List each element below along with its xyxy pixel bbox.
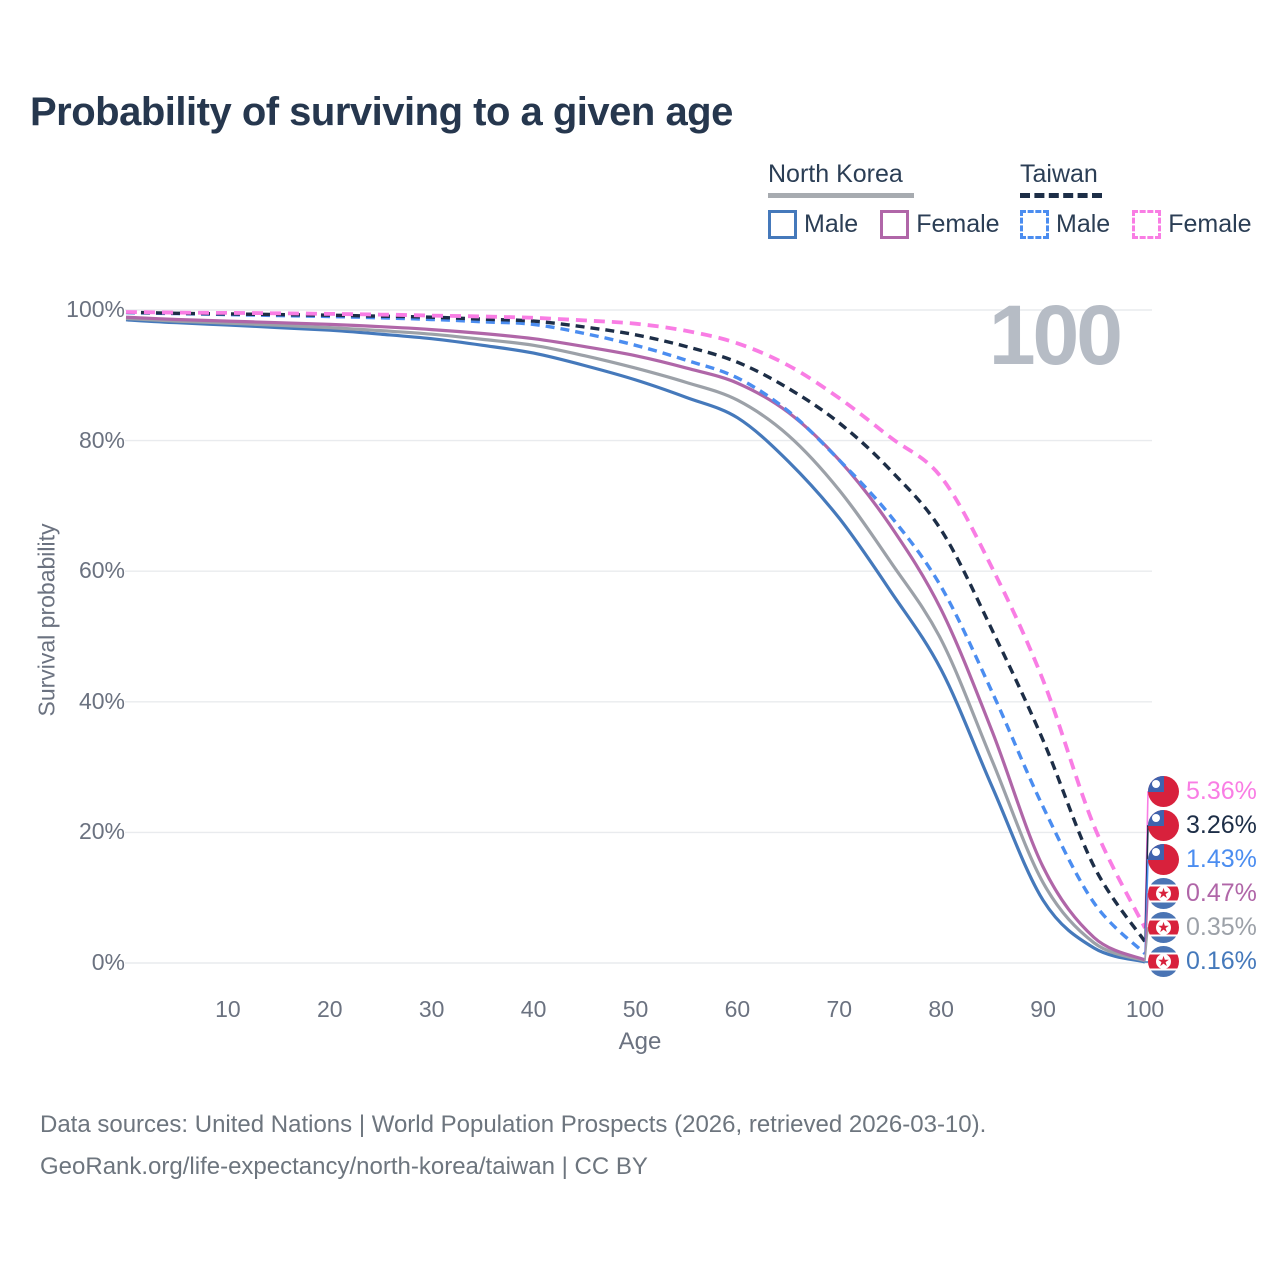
end-label-value: 0.16% <box>1186 947 1257 976</box>
legend-item-taiwan-female: Female <box>1132 210 1252 239</box>
end-label-north-korea-female: 0.47% <box>1148 878 1257 910</box>
x-tick-label: 50 <box>622 996 649 1022</box>
x-axis-title: Age <box>618 1028 662 1055</box>
y-tick-label: 20% <box>78 818 125 845</box>
source-line-1: Data sources: United Nations | World Pop… <box>40 1111 987 1138</box>
legend-item-north-korea-male: Male <box>768 210 858 239</box>
x-tick-label: 100 <box>1125 996 1165 1022</box>
x-tick-label: 10 <box>215 996 241 1022</box>
end-label-value: 5.36% <box>1186 777 1257 806</box>
north-korea-flag-icon <box>1148 946 1179 978</box>
source-note: Data sources: United Nations | World Pop… <box>40 1104 986 1188</box>
y-tick-label: 60% <box>78 557 125 584</box>
legend-group-taiwan: Taiwan Male Female <box>1020 160 1252 239</box>
north-korea-female-swatch <box>880 210 910 239</box>
x-tick-label: 80 <box>928 996 954 1022</box>
taiwan-female-swatch <box>1132 210 1162 239</box>
legend-item-taiwan-male: Male <box>1020 210 1110 239</box>
north-korea-flag-icon <box>1148 878 1179 910</box>
taiwan-flag-icon <box>1148 776 1179 808</box>
curve-north-korea-male <box>125 318 1146 964</box>
y-tick-label: 100% <box>66 296 125 322</box>
end-label-north-korea-both: 0.35% <box>1148 912 1257 944</box>
legend-item-label: Female <box>1168 210 1252 238</box>
x-tick-label: 60 <box>724 996 751 1022</box>
north-korea-flag-icon <box>1148 912 1179 944</box>
legend-item-label: Male <box>1056 210 1111 238</box>
legend-group-title: Taiwan <box>1020 160 1098 188</box>
legend-group-north-korea: North Korea Male Female <box>768 160 1000 239</box>
curve-taiwan-female <box>125 310 1147 929</box>
end-label-value: 3.26% <box>1186 811 1257 840</box>
y-tick-label: 80% <box>78 426 125 453</box>
legend-group-title: North Korea <box>768 160 903 188</box>
page-title: Probability of surviving to a given age <box>30 90 733 134</box>
end-label-taiwan-both: 3.26% <box>1148 810 1257 842</box>
x-tick-label: 70 <box>826 996 853 1022</box>
taiwan-line-style-swatch <box>1020 193 1102 198</box>
y-tick-label: 40% <box>78 687 125 714</box>
end-label-taiwan-male: 1.43% <box>1148 844 1257 876</box>
end-label-value: 1.43% <box>1186 845 1257 874</box>
legend-item-label: Male <box>804 210 859 238</box>
curve-taiwan-both <box>125 310 1147 943</box>
x-tick-label: 30 <box>418 996 445 1022</box>
age-watermark: 100 <box>988 288 1123 382</box>
legend-item-label: Female <box>916 210 1000 238</box>
end-label-north-korea-male: 0.16% <box>1148 946 1257 978</box>
x-tick-label: 40 <box>520 996 547 1022</box>
end-label-taiwan-female: 5.36% <box>1148 776 1257 808</box>
curve-north-korea-female <box>125 315 1146 962</box>
north-korea-line-style-swatch <box>768 193 914 198</box>
curve-north-korea-both <box>125 316 1146 963</box>
end-label-value: 0.47% <box>1186 879 1257 908</box>
end-label-value: 0.35% <box>1186 913 1257 942</box>
y-tick-label: 0% <box>91 949 125 975</box>
north-korea-male-swatch <box>768 210 797 239</box>
taiwan-flag-icon <box>1148 810 1179 842</box>
legend-item-north-korea-female: Female <box>880 210 1000 239</box>
x-tick-label: 20 <box>317 996 343 1022</box>
taiwan-flag-icon <box>1148 844 1179 876</box>
taiwan-male-swatch <box>1020 210 1049 239</box>
x-tick-label: 90 <box>1030 996 1056 1022</box>
source-line-2: GeoRank.org/life-expectancy/north-korea/… <box>40 1153 648 1180</box>
